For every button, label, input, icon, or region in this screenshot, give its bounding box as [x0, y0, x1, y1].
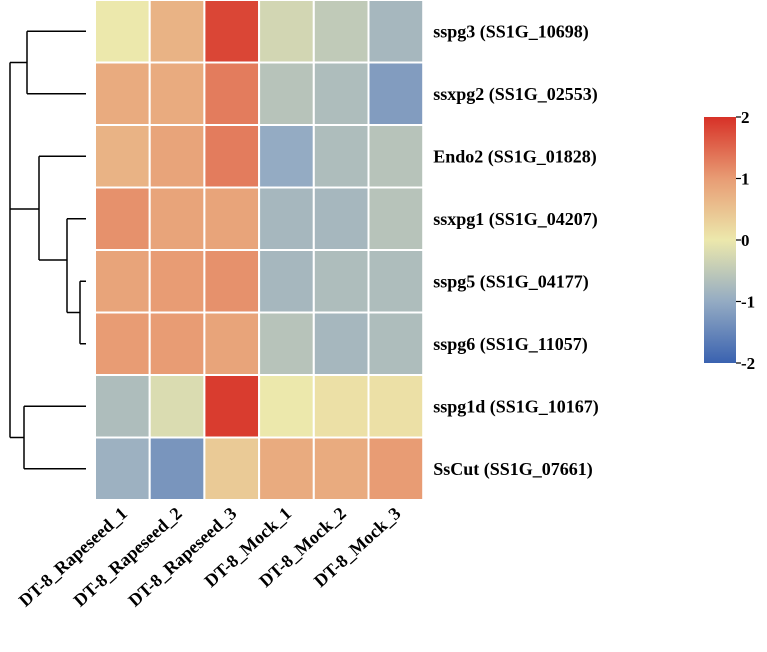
- colorbar: 2 1 0 -1 -2: [704, 108, 755, 373]
- heatmap-cell: [203, 124, 261, 189]
- heatmap-cells: [94, 0, 425, 501]
- heatmap-cell: [312, 374, 370, 439]
- heatmap-cell: [94, 311, 151, 376]
- heatmap-cell: [148, 436, 206, 501]
- heatmap-cell: [148, 311, 206, 376]
- heatmap-cell: [312, 186, 370, 251]
- colorbar-tick-label: -1: [741, 293, 755, 312]
- row-label: sspg3 (SS1G_10698): [433, 21, 589, 42]
- heatmap-cell: [94, 0, 151, 64]
- row-label: sspg1d (SS1G_10167): [433, 396, 599, 417]
- row-label: sspg6 (SS1G_11057): [433, 334, 588, 355]
- heatmap-cell: [148, 61, 206, 126]
- heatmap-cell: [94, 61, 151, 126]
- heatmap-cell: [367, 249, 425, 314]
- row-dendrogram: [9, 30, 86, 470]
- heatmap-cell: [94, 436, 151, 501]
- heatmap-cell: [148, 374, 206, 439]
- heatmap-cell: [94, 124, 151, 189]
- heatmap-cell: [367, 124, 425, 189]
- heatmap-cell: [367, 374, 425, 439]
- heatmap-cell: [367, 436, 425, 501]
- heatmap-cell: [312, 249, 370, 314]
- colorbar-tick-label: 0: [741, 231, 750, 250]
- row-labels: sspg3 (SS1G_10698) ssxpg2 (SS1G_02553) End…: [433, 21, 599, 480]
- heatmap-cell: [203, 0, 261, 64]
- heatmap-cell: [312, 0, 370, 64]
- heatmap-cell: [148, 124, 206, 189]
- row-label: sspg5 (SS1G_04177): [433, 271, 589, 292]
- heatmap-cell: [203, 436, 261, 501]
- heatmap-cell: [258, 311, 315, 376]
- heatmap-cell: [367, 61, 425, 126]
- colorbar-tick-label: 1: [741, 170, 750, 189]
- row-label: Endo2 (SS1G_01828): [433, 146, 597, 167]
- heatmap-cell: [203, 311, 261, 376]
- row-label: ssxpg1 (SS1G_04207): [433, 209, 598, 230]
- heatmap-cell: [258, 249, 315, 314]
- colorbar-tick-label: -2: [741, 354, 755, 373]
- heatmap-cell: [203, 374, 261, 439]
- heatmap-cell: [94, 186, 151, 251]
- heatmap-cell: [367, 311, 425, 376]
- heatmap-cell: [94, 374, 151, 439]
- colorbar-tick-label: 2: [741, 108, 750, 127]
- heatmap-cell: [203, 61, 261, 126]
- heatmap-cell: [312, 311, 370, 376]
- heatmap-cell: [203, 186, 261, 251]
- colorbar-gradient: [704, 117, 736, 363]
- heatmap-cell: [367, 186, 425, 251]
- row-label: ssxpg2 (SS1G_02553): [433, 84, 598, 105]
- heatmap-cell: [312, 61, 370, 126]
- heatmap-cell: [367, 0, 425, 64]
- heatmap-cell: [312, 124, 370, 189]
- heatmap-cell: [94, 249, 151, 314]
- heatmap-cell: [258, 374, 315, 439]
- heatmap-cell: [312, 436, 370, 501]
- row-label: SsCut (SS1G_07661): [433, 459, 593, 480]
- heatmap-cell: [258, 436, 315, 501]
- heatmap-cell: [258, 186, 315, 251]
- heatmap-cell: [258, 61, 315, 126]
- heatmap-cell: [148, 249, 206, 314]
- heatmap-cell: [148, 0, 206, 64]
- heatmap-cell: [203, 249, 261, 314]
- column-labels: DT-8_Rapeseed_1DT-8_Rapeseed_2DT-8_Rapes…: [15, 503, 405, 610]
- heatmap-cell: [258, 124, 315, 189]
- heatmap-cell: [258, 0, 315, 64]
- heatmap-cell: [148, 186, 206, 251]
